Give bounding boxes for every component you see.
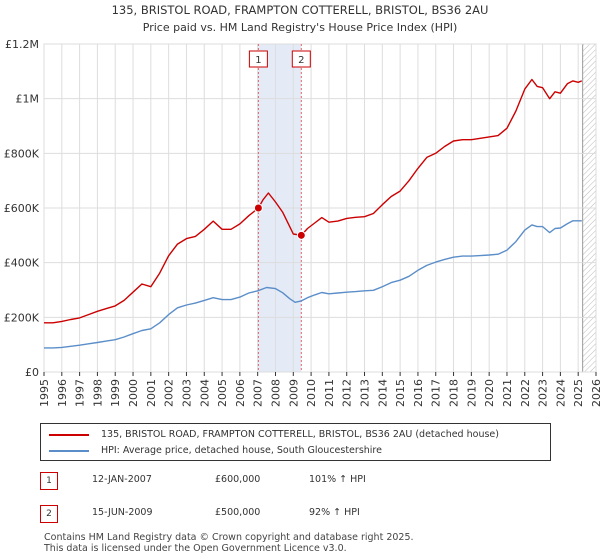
sale-point [253,203,263,213]
sale-price: £600,000 [215,474,261,485]
x-tick-label: 2012 [341,379,354,407]
sale-date: 12-JAN-2007 [92,474,152,485]
sale-date: 15-JUN-2009 [92,507,153,518]
sale-marker-label: 2 [298,55,304,66]
hpi-line [44,220,582,349]
x-tick-label: 2021 [501,379,514,407]
x-tick-label: 2022 [519,379,532,407]
x-tick-label: 1996 [56,379,69,407]
sale-marker-box [248,50,268,68]
x-tick-label: 2008 [269,379,282,407]
x-tick-label: 2026 [590,379,600,407]
chart-legend: 135, BRISTOL ROAD, FRAMPTON COTTERELL, B… [40,423,551,461]
x-tick-label: 2014 [376,379,389,407]
y-tick-label: £0 [25,366,39,379]
x-tick-label: 2003 [180,379,193,407]
y-tick-label: £200K [4,311,40,324]
price-chart: 135, BRISTOL ROAD, FRAMPTON COTTERELL, B… [4,3,600,407]
sale-price: £500,000 [215,507,261,518]
sale-hpi-change: 92% ↑ HPI [309,507,360,518]
x-tick-label: 1997 [74,379,87,407]
x-tick-label: 2016 [412,379,425,407]
chart-title: 135, BRISTOL ROAD, FRAMPTON COTTERELL, B… [112,3,489,17]
x-tick-label: 2023 [537,379,550,407]
x-tick-label: 2011 [323,379,336,407]
y-tick-label: £800K [4,147,40,160]
footer-attribution: Contains HM Land Registry data © Crown c… [44,532,414,554]
legend-label-hpi: HPI: Average price, detached house, Sout… [101,445,382,456]
sale-marker-label: 1 [255,55,261,66]
x-tick-label: 2025 [572,379,585,407]
x-tick-label: 2024 [554,379,567,407]
sale-row: 2 15-JUN-2009 £500,000 92% ↑ HPI [40,505,560,525]
legend-line-property [49,434,89,436]
y-tick-label: £1.2M [5,38,39,51]
sale-number-badge: 1 [40,472,58,490]
x-tick-label: 2002 [163,379,176,407]
sale-row: 1 12-JAN-2007 £600,000 101% ↑ HPI [40,472,560,492]
legend-line-hpi [49,450,89,452]
y-tick-label: £600K [4,202,40,215]
x-tick-label: 2007 [252,379,265,407]
x-tick-label: 1999 [109,379,122,407]
x-tick-label: 2001 [145,379,158,407]
x-tick-label: 2000 [127,379,140,407]
sale-hpi-change: 101% ↑ HPI [309,474,366,485]
x-tick-label: 2015 [394,379,407,407]
x-tick-label: 2004 [198,379,211,407]
x-tick-label: 2018 [448,379,461,407]
sale-number-badge: 2 [40,505,58,523]
x-tick-label: 2006 [234,379,247,407]
y-tick-label: £1M [16,93,40,106]
x-tick-label: 2020 [483,379,496,407]
sale-point [296,230,306,240]
x-tick-label: 2017 [430,379,443,407]
footer-line-2: This data is licensed under the Open Gov… [44,543,347,554]
property-price-line [44,78,583,324]
x-tick-label: 1995 [38,379,51,407]
x-tick-label: 2009 [287,379,300,407]
x-tick-label: 2019 [465,379,478,407]
footer-line-1: Contains HM Land Registry data © Crown c… [44,532,414,543]
legend-label-property: 135, BRISTOL ROAD, FRAMPTON COTTERELL, B… [101,429,499,440]
y-tick-label: £400K [4,257,40,270]
x-tick-label: 2005 [216,379,229,407]
sale-marker-box [291,50,311,68]
x-tick-label: 1998 [91,379,104,407]
chart-subtitle: Price paid vs. HM Land Registry's House … [143,21,458,34]
x-tick-label: 2010 [305,379,318,407]
x-tick-label: 2013 [359,379,372,407]
